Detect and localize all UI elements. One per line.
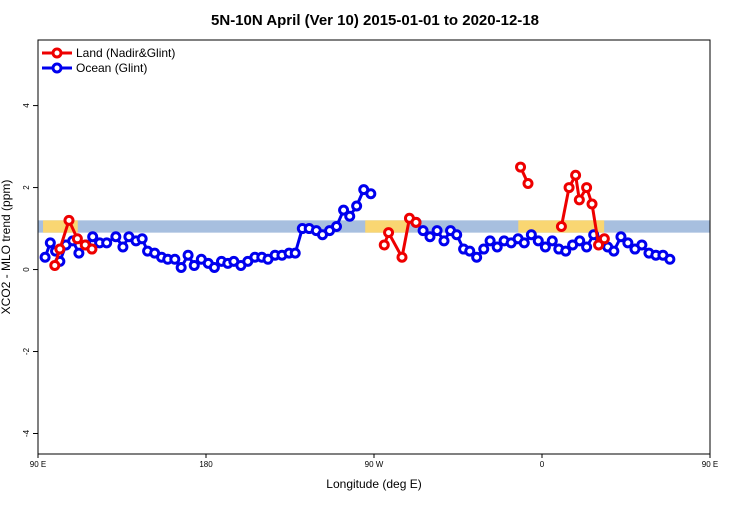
ocean-series-point <box>44 237 56 249</box>
legend-label: Ocean (Glint) <box>76 61 147 75</box>
chart-title: 5N-10N April (Ver 10) 2015-01-01 to 2020… <box>211 12 539 29</box>
land-series-point <box>598 233 610 245</box>
x-tick-label: 0 <box>540 460 545 469</box>
land-series-point <box>522 177 534 189</box>
ocean-series-point <box>289 247 301 259</box>
ocean-series-point <box>546 235 558 247</box>
ocean-series-point <box>525 229 537 241</box>
ocean-series-point <box>608 245 620 257</box>
land-series-point <box>570 169 582 181</box>
ocean-series-point <box>431 225 443 237</box>
ocean-series-point <box>417 225 429 237</box>
x-tick-label: 180 <box>199 460 213 469</box>
ocean-series-point <box>39 251 51 263</box>
land-series-line <box>732 222 750 265</box>
ocean-series-point <box>581 241 593 253</box>
land-series-point <box>740 261 748 269</box>
ocean-series-point <box>365 188 377 200</box>
ocean-series-point <box>615 231 627 243</box>
legend-label: Land (Nadir&Glint) <box>76 46 175 60</box>
y-tick-label: 4 <box>22 103 31 108</box>
land-series-point <box>383 227 395 239</box>
ocean-series-point <box>175 261 187 273</box>
ocean-series-point <box>438 235 450 247</box>
ocean-series-point <box>169 253 181 265</box>
ocean-series-point <box>532 235 544 247</box>
ocean-series-point <box>471 251 483 263</box>
land-series-point <box>581 182 593 194</box>
ocean-series-point <box>451 229 463 241</box>
y-tick-label: 2 <box>22 185 31 190</box>
x-tick-label: 90 W <box>365 460 384 469</box>
legend: Land (Nadir&Glint)Ocean (Glint) <box>42 46 175 75</box>
ocean-series-point <box>208 261 220 273</box>
ocean-series-point <box>330 221 342 233</box>
ocean-series-point <box>464 245 476 257</box>
ocean-series-point <box>101 237 113 249</box>
ocean-series-point <box>622 237 634 249</box>
y-tick-label: -2 <box>22 347 31 355</box>
land-series-point <box>563 182 575 194</box>
land-series-point <box>515 161 527 173</box>
land-series-point <box>71 233 83 245</box>
land-series-point <box>63 214 75 226</box>
ocean-series-point <box>574 235 586 247</box>
plot-area <box>38 161 750 273</box>
y-tick-label: 0 <box>22 267 31 272</box>
ocean-series-point <box>664 253 676 265</box>
land-series-point <box>728 243 736 251</box>
x-axis-title: Longitude (deg E) <box>326 477 421 491</box>
land-series-point <box>86 243 98 255</box>
ocean-series-point <box>87 231 99 243</box>
ocean-series-point <box>110 231 122 243</box>
ocean-series-point <box>182 249 194 261</box>
land-series-point <box>49 259 61 271</box>
land-series-point <box>734 253 742 261</box>
ocean-series-point <box>136 233 148 245</box>
land-series-point <box>396 251 408 263</box>
ocean-series-point <box>478 243 490 255</box>
ocean-series-point <box>518 237 530 249</box>
x-tick-label: 90 E <box>702 460 718 469</box>
land-series-point <box>410 216 422 228</box>
ocean-series-point <box>539 241 551 253</box>
land-series-point <box>593 239 605 251</box>
x-tick-label: 90 E <box>30 460 46 469</box>
ocean-series-point <box>344 210 356 222</box>
land-series-point <box>586 198 598 210</box>
y-tick-label: -4 <box>22 429 31 437</box>
ocean-series-point <box>338 204 350 216</box>
ocean-series-point <box>73 247 85 259</box>
ocean-series-point <box>117 241 129 253</box>
legend-marker <box>51 47 63 59</box>
axes: -4 -2 0 2 4 90 E 180 90 W 0 90 E <box>22 103 718 469</box>
ocean-series-point <box>636 239 648 251</box>
land-band-segment <box>365 220 408 233</box>
land-series-point <box>555 221 567 233</box>
land-series-point <box>54 243 66 255</box>
ocean-series-point <box>484 235 496 247</box>
ocean-series-point <box>351 200 363 212</box>
y-axis-title: XCO2 - MLO trend (ppm) <box>0 180 13 315</box>
ocean-series-point <box>491 241 503 253</box>
land-series-point <box>573 194 585 206</box>
land-series-point <box>378 239 390 251</box>
ocean-series-point <box>424 231 436 243</box>
ocean-series-point <box>560 245 572 257</box>
ocean-series-point <box>188 259 200 271</box>
legend-marker <box>51 62 63 74</box>
